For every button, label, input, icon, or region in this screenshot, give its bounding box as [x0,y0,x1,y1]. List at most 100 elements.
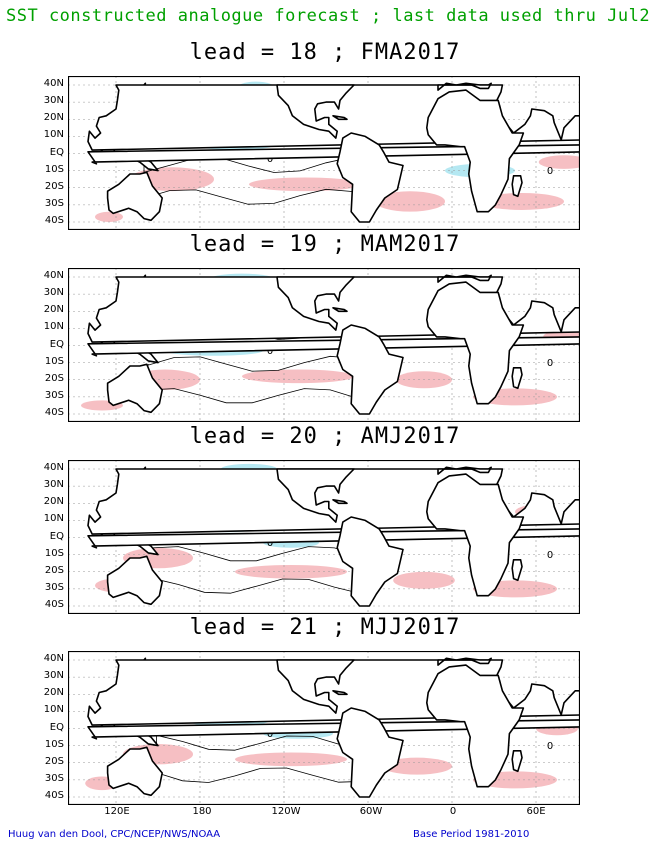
coastlines [87,466,580,607]
coastline-northamerica [276,276,355,331]
coastline-africa [425,281,525,405]
map-frame [68,268,580,422]
lat-label: 20S [44,564,64,576]
lat-label: EQ [49,338,64,350]
sst-map-panel-4: 000000 [68,651,580,805]
map-frame [68,76,580,230]
lat-label: 10S [44,547,64,559]
coastline-europe [437,274,493,283]
lat-label: 10N [43,704,64,716]
lat-label: 20S [44,755,64,767]
coastline-australia [106,171,163,222]
contour-label-zero: 0 [267,538,273,549]
lat-label: EQ [49,721,64,733]
lon-label-120w: 120W [271,806,301,817]
lon-label-60w: 60W [359,806,383,817]
coastline-madagascar [511,175,523,198]
lat-label: 40S [44,215,64,226]
warm-anomaly-region [95,211,123,222]
lat-label: 30S [44,197,64,209]
warm-anomaly-region [382,757,452,775]
lon-label-180: 180 [192,806,212,817]
lat-label: 20N [43,304,64,316]
lat-label: 10N [43,513,64,525]
coastline-cuba [332,498,348,505]
contour-label-zero: 0 [547,741,553,752]
lat-label: 40N [43,462,64,473]
coastline-southamerica [336,324,404,415]
contour-label-zero: 0 [267,729,273,740]
coastline-africa [425,473,525,597]
coastline-cuba [332,689,348,696]
lat-label: 20N [43,496,64,508]
figure-title: SST constructed analogue forecast ; last… [6,6,650,26]
lon-label-0: 0 [449,806,457,817]
lat-label: 30S [44,389,64,401]
lat-label: 10N [43,321,64,333]
map-frame [68,460,580,614]
coastline-madagascar [511,559,523,582]
lat-label: 20N [43,687,64,699]
warm-anomaly-region [242,369,354,384]
coastline-sumatra [87,144,580,165]
warm-anomaly-region [235,564,347,579]
panel-title-lead-18: lead = 18 ; FMA2017 [189,40,461,65]
lat-label: 40N [43,653,64,664]
coastline-cuba [332,114,348,121]
lat-label: 30S [44,581,64,593]
coastline-northamerica [276,84,355,139]
contour-label-zero: 0 [547,358,553,369]
lat-label: 30N [43,479,64,491]
lat-label: 10S [44,738,64,750]
coastline-australia [106,555,163,606]
lat-label: 40S [44,790,64,801]
coastline-madagascar [511,367,523,390]
sst-map-panel-1: 000000 [68,76,580,230]
contour-label-zero: 0 [267,346,273,357]
coastline-southamerica [336,516,404,607]
coastline-northamerica [276,659,355,714]
lat-label: 20S [44,180,64,192]
coastline-europe [437,657,493,666]
map-frame [68,651,580,805]
coastline-australia [106,746,163,797]
footer-credit: Huug van den Dool, CPC/NCEP/NWS/NOAA [8,829,221,840]
coastlines [87,657,580,798]
coastline-sumatra [87,528,580,549]
coastline-cuba [332,306,348,313]
lat-label: 40N [43,270,64,281]
sst-map-panel-2: 000000 [68,268,580,422]
lon-label-60e: 60E [526,806,546,817]
coastline-africa [425,664,525,788]
lat-label: 30N [43,95,64,107]
contour-label-zero: 0 [547,550,553,561]
lat-label: 30S [44,772,64,784]
coastline-southamerica [336,132,404,223]
coastline-europe [437,466,493,475]
coastlines [87,274,580,415]
coastline-africa [425,89,525,213]
lat-label: EQ [49,530,64,542]
lat-label: 10S [44,355,64,367]
coastline-madagascar [511,750,523,773]
coastline-northamerica [276,468,355,523]
lat-label: 20N [43,112,64,124]
warm-anomaly-region [393,571,455,589]
panel-title-lead-20: lead = 20 ; AMJ2017 [189,424,461,449]
lat-label: EQ [49,146,64,158]
lat-label: 10S [44,163,64,175]
lat-label: 40S [44,407,64,418]
panel-title-lead-21: lead = 21 ; MJJ2017 [189,615,461,640]
lat-label: 20S [44,372,64,384]
coastline-sumatra [87,719,580,740]
warm-anomaly-region [235,752,347,767]
warm-anomaly-region [375,191,445,212]
contour-label-zero: 0 [547,166,553,177]
lat-label: 40S [44,599,64,610]
lat-label: 30N [43,670,64,682]
coastline-europe [437,82,493,91]
sst-map-panel-3: 000000 [68,460,580,614]
coastline-sumatra [87,336,580,357]
panel-title-lead-19: lead = 19 ; MAM2017 [189,232,461,257]
lat-label: 40N [43,78,64,89]
